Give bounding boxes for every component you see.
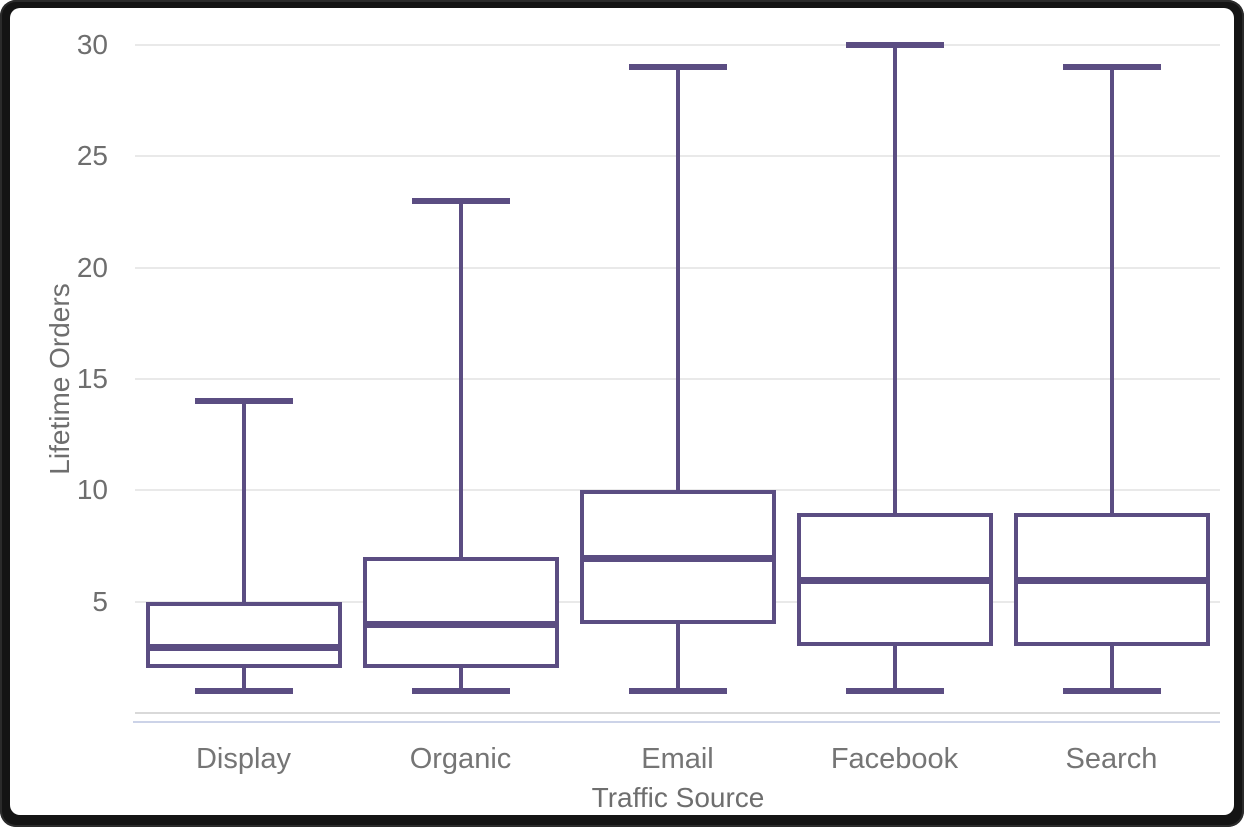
max-whisker-cap (194, 398, 293, 405)
x-axis-title: Traffic Source (591, 782, 765, 813)
upper-whisker-line (458, 200, 463, 558)
y-tick-label-25: 25 (76, 140, 108, 172)
upper-whisker-line (892, 45, 897, 513)
y-tick-label-10: 10 (76, 474, 108, 506)
lower-whisker-line (241, 668, 246, 691)
lower-whisker-line (458, 668, 463, 691)
median-line (579, 554, 776, 562)
x-axis-line (135, 712, 1220, 714)
y-tick-label-20: 20 (76, 251, 108, 283)
min-whisker-cap (845, 687, 944, 694)
y-tick-label-5: 5 (92, 585, 108, 617)
lower-whisker-line (1109, 646, 1114, 691)
min-whisker-cap (628, 687, 727, 694)
x-category-label-display: Display (195, 743, 292, 775)
x-category-label-organic: Organic (409, 743, 512, 775)
lower-whisker-line (675, 623, 680, 691)
y-tick-label-15: 15 (76, 363, 108, 394)
median-line (362, 621, 559, 629)
x-category-label-email: Email (641, 743, 714, 775)
x-category-label-search: Search (1065, 743, 1158, 775)
x-axis-accent-line (133, 721, 1220, 723)
min-whisker-cap (411, 687, 510, 694)
y-axis-title: Lifetime Orders (44, 283, 75, 475)
max-whisker-cap (845, 42, 944, 48)
y-tick-label-30: 30 (76, 29, 108, 60)
lower-whisker-line (892, 646, 897, 691)
x-category-label-facebook: Facebook (830, 743, 959, 775)
min-whisker-cap (194, 687, 293, 694)
max-whisker-cap (1062, 64, 1161, 71)
max-whisker-cap (411, 197, 510, 204)
median-line (1013, 576, 1210, 584)
upper-whisker-line (241, 401, 246, 602)
upper-whisker-line (1109, 67, 1114, 513)
iqr-box (362, 557, 559, 669)
min-whisker-cap (1062, 687, 1161, 694)
median-line (145, 643, 342, 651)
chart-canvas (10, 8, 1234, 815)
max-whisker-cap (628, 64, 727, 71)
upper-whisker-line (675, 67, 680, 491)
median-line (796, 576, 993, 584)
gridline-30 (135, 44, 1220, 46)
iqr-box (145, 601, 342, 669)
